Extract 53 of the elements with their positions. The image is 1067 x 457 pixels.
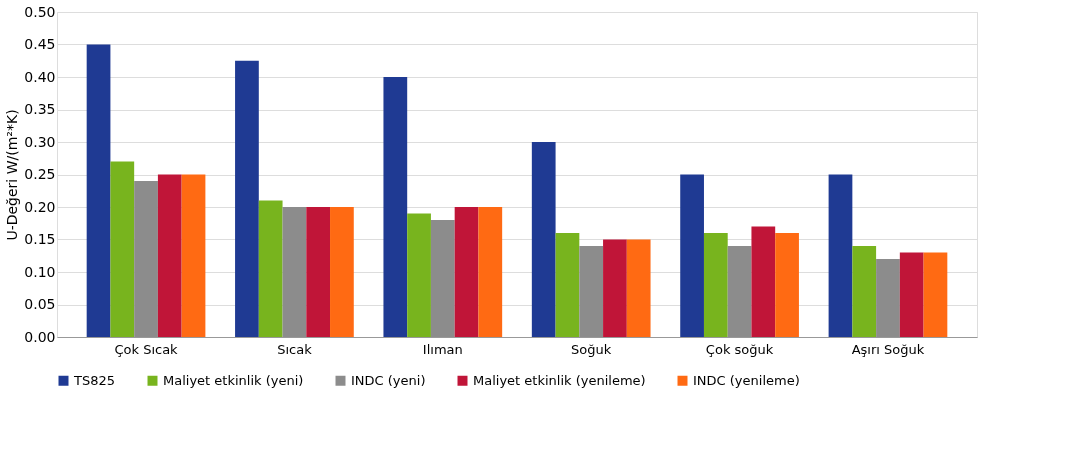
bar xyxy=(157,174,182,337)
bar xyxy=(181,174,206,337)
y-tick-label: 0.20 xyxy=(24,198,56,215)
bar xyxy=(923,252,948,337)
x-tick-label: Soğuk xyxy=(571,341,612,357)
bar xyxy=(134,181,158,337)
bar xyxy=(407,213,431,337)
legend-label: INDC (yenileme) xyxy=(693,372,800,388)
bar xyxy=(235,60,259,337)
y-tick-label: 0.00 xyxy=(24,328,56,345)
bar xyxy=(751,226,776,337)
bar xyxy=(555,233,580,337)
bar xyxy=(579,246,604,337)
y-tick-label: 0.45 xyxy=(24,36,56,52)
bar xyxy=(828,174,853,337)
bar xyxy=(86,44,111,337)
legend-label: TS825 xyxy=(73,372,116,388)
y-tick-label: 0.40 xyxy=(24,68,56,85)
x-tick-label: Sıcak xyxy=(277,341,313,357)
y-tick-label: 0.30 xyxy=(24,133,56,150)
bar xyxy=(603,239,627,337)
bar xyxy=(626,239,651,337)
y-tick-label: 0.05 xyxy=(24,296,56,312)
y-tick-label: 0.10 xyxy=(24,263,56,280)
bar xyxy=(727,246,752,337)
bar xyxy=(454,207,479,337)
bar xyxy=(531,142,556,337)
y-tick-label: 0.25 xyxy=(24,166,56,182)
legend-label: Maliyet etkinlik (yenileme) xyxy=(473,372,646,388)
bar xyxy=(680,174,704,337)
bar xyxy=(703,233,728,337)
y-axis-title: U-Değeri W/(m²*K) xyxy=(4,109,21,241)
y-tick-label: 0.50 xyxy=(24,3,56,20)
x-tick-label: Aşırı Soğuk xyxy=(851,341,925,357)
bar xyxy=(899,252,924,337)
x-tick-label: Çok soğuk xyxy=(705,341,774,357)
bar xyxy=(110,161,135,337)
bar xyxy=(852,246,877,337)
bar xyxy=(775,233,799,337)
bar xyxy=(258,200,283,337)
y-tick-label: 0.35 xyxy=(24,101,56,117)
bar xyxy=(876,259,900,337)
bar xyxy=(478,207,503,337)
x-tick-label: Çok Sıcak xyxy=(114,341,179,357)
y-tick-label: 0.15 xyxy=(24,231,56,247)
bar xyxy=(383,77,408,337)
bar xyxy=(330,207,354,337)
bar xyxy=(306,207,331,337)
legend-label: Maliyet etkinlik (yeni) xyxy=(163,372,304,388)
x-tick-label: Ilıman xyxy=(422,341,463,357)
legend-label: INDC (yeni) xyxy=(351,372,426,388)
bar xyxy=(430,220,455,337)
bar xyxy=(282,207,307,337)
